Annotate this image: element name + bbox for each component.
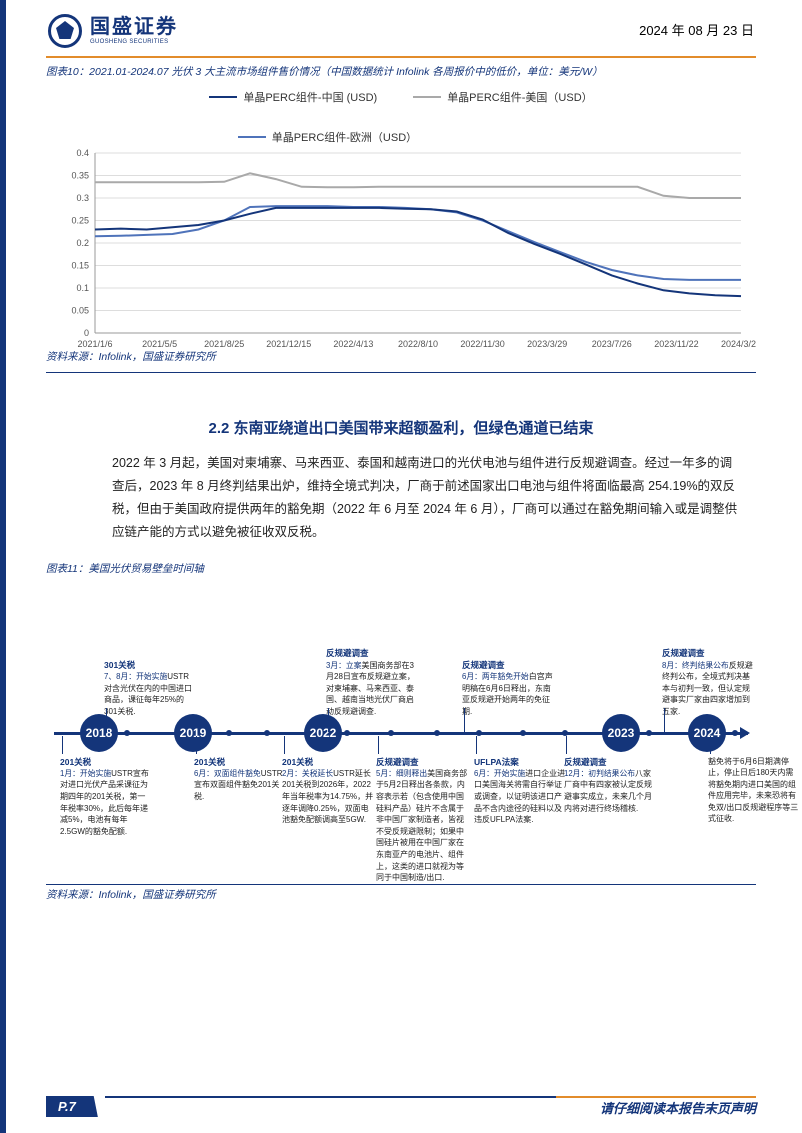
company-subtitle: GUOSHENG SECURITIES — [90, 39, 178, 45]
svg-text:2022/4/13: 2022/4/13 — [333, 339, 373, 349]
timeline-year-2018: 2018 — [80, 714, 118, 752]
timeline-year-2024: 2024 — [688, 714, 726, 752]
svg-text:0.4: 0.4 — [76, 148, 89, 158]
page-header: 国盛证券 GUOSHENG SECURITIES 2024 年 08 月 23 … — [0, 0, 802, 56]
timeline-event-bottom: 反规避调查12月：初判结果公布八家厂商中有四家被认定反规避事实成立，未来几个月内… — [564, 756, 656, 815]
chart10-title: 图表10：2021.01-2024.07 光伏 3 大主流市场组件售价情况（中国… — [46, 64, 756, 79]
chart10-legend: 单晶PERC组件-中国 (USD) 单晶PERC组件-美国（USD） 单晶PER… — [46, 85, 756, 147]
svg-text:2023/3/29: 2023/3/29 — [527, 339, 567, 349]
timeline-tick — [732, 730, 738, 736]
timeline-tick — [646, 730, 652, 736]
svg-text:2021/8/25: 2021/8/25 — [204, 339, 244, 349]
timeline-tick — [226, 730, 232, 736]
section-2-2-body: 2022 年 3 月起，美国对柬埔寨、马来西亚、泰国和越南进口的光伏电池与组件进… — [112, 452, 744, 545]
left-accent-bar — [0, 0, 6, 1133]
svg-text:2021/12/15: 2021/12/15 — [266, 339, 311, 349]
logo-icon — [48, 14, 82, 48]
timeline-event-bottom: 201关税6月：双面组件豁免USTR宣布双面组件豁免201关税. — [194, 756, 286, 803]
svg-text:2023/7/26: 2023/7/26 — [592, 339, 632, 349]
report-date: 2024 年 08 月 23 日 — [639, 20, 754, 39]
timeline-event-top: 反规避调查3月：立案美国商务部在3月28日宣布反规避立案，对柬埔寨、马来西亚、泰… — [326, 647, 418, 717]
chart11-section: 图表11：美国光伏贸易壁垒时间轴 2018 2019 2022 2023 2024 301… — [46, 561, 756, 882]
chart11-title: 图表11：美国光伏贸易壁垒时间轴 — [46, 561, 756, 576]
timeline-axis — [54, 732, 748, 735]
timeline-event-bottom: 201关税2月：关税延长USTR延长201关税到2026年，2022年当年税率为… — [282, 756, 374, 826]
timeline-event-bottom: UFLPA法案6月：开始实施进口企业进口美国海关将需自行举证或调查，以证明该进口… — [474, 756, 566, 826]
timeline-event-top: 反规避调查6月：两年豁免开始白宫声明稿在6月6日释出，东南亚反规避开始两年的免征… — [462, 659, 554, 718]
section-2-2-title: 2.2 东南亚绕道出口美国带来超额盈利，但绿色通道已结束 — [46, 417, 756, 438]
timeline-tick — [344, 730, 350, 736]
timeline-tick — [124, 730, 130, 736]
footer-disclaimer: 请仔细阅读本报告末页声明 — [600, 1098, 756, 1117]
svg-text:0.2: 0.2 — [76, 238, 89, 248]
timeline-tick — [562, 730, 568, 736]
chart10-svg: 0 0.05 0.1 0.15 0.2 0.25 0.3 0.35 0.4 2021/1/6 202… — [46, 147, 756, 361]
company-name: 国盛证券 — [90, 17, 178, 37]
svg-text:0.25: 0.25 — [71, 216, 89, 226]
svg-text:2021/5/5: 2021/5/5 — [142, 339, 177, 349]
timeline-event-top: 反规避调查8月：终判结果公布反规避终判公布，全境式判决基本与初判一致，但认定规避… — [662, 647, 754, 717]
svg-text:2024/3/20: 2024/3/20 — [721, 339, 756, 349]
chart11-source: 资料来源：Infolink，国盛证券研究所 — [46, 887, 756, 902]
svg-text:0.15: 0.15 — [71, 261, 89, 271]
svg-text:2022/8/10: 2022/8/10 — [398, 339, 438, 349]
chart10-section: 图表10：2021.01-2024.07 光伏 3 大主流市场组件售价情况（中国… — [46, 64, 756, 368]
timeline-year-2023: 2023 — [602, 714, 640, 752]
svg-text:2022/11/30: 2022/11/30 — [460, 339, 504, 349]
legend-us: 单晶PERC组件-美国（USD） — [413, 89, 592, 105]
page-footer: P.7 请仔细阅读本报告末页声明 — [0, 1096, 802, 1117]
chart10-container: 单晶PERC组件-中国 (USD) 单晶PERC组件-美国（USD） 单晶PER… — [46, 85, 756, 347]
chart10-underline — [46, 372, 756, 373]
company-logo-block: 国盛证券 GUOSHENG SECURITIES — [48, 14, 178, 48]
timeline-event-top: 301关税7、8月：开始实施USTR对含光伏在内的中国进口商品，课征每年25%的… — [104, 659, 196, 718]
timeline-event-bottom: 反规避调查5月：细则释出美国商务部于5月2日释出各条款，内容表示若（包含使用中国… — [376, 756, 468, 884]
timeline-event-bottom: 豁免将于6月6日期满停止，停止日后180天内需将豁免期内进口美国的组件应用完毕，… — [708, 756, 800, 826]
svg-text:0.35: 0.35 — [71, 171, 89, 181]
legend-china: 单晶PERC组件-中国 (USD) — [209, 89, 377, 105]
svg-text:0.1: 0.1 — [76, 283, 89, 293]
timeline-event-bottom: 201关税1月：开始实施USTR宣布对进口光伏产品采课征为期四年的201关税，第… — [60, 756, 152, 838]
timeline-year-2022: 2022 — [304, 714, 342, 752]
svg-text:0: 0 — [84, 328, 89, 338]
timeline-tick — [388, 730, 394, 736]
page-number: P.7 — [46, 1096, 98, 1117]
timeline-tick — [434, 730, 440, 736]
svg-text:0.3: 0.3 — [76, 193, 89, 203]
svg-text:2021/1/6: 2021/1/6 — [77, 339, 112, 349]
chart11-timeline: 2018 2019 2022 2023 2024 301关税7、8月：开始实施USTR对含… — [46, 580, 756, 882]
timeline-year-2019: 2019 — [174, 714, 212, 752]
svg-text:0.05: 0.05 — [71, 306, 89, 316]
timeline-tick — [264, 730, 270, 736]
timeline-tick — [520, 730, 526, 736]
header-divider — [46, 56, 756, 58]
svg-text:2023/11/22: 2023/11/22 — [654, 339, 698, 349]
legend-eu: 单晶PERC组件-欧洲（USD） — [238, 129, 565, 145]
